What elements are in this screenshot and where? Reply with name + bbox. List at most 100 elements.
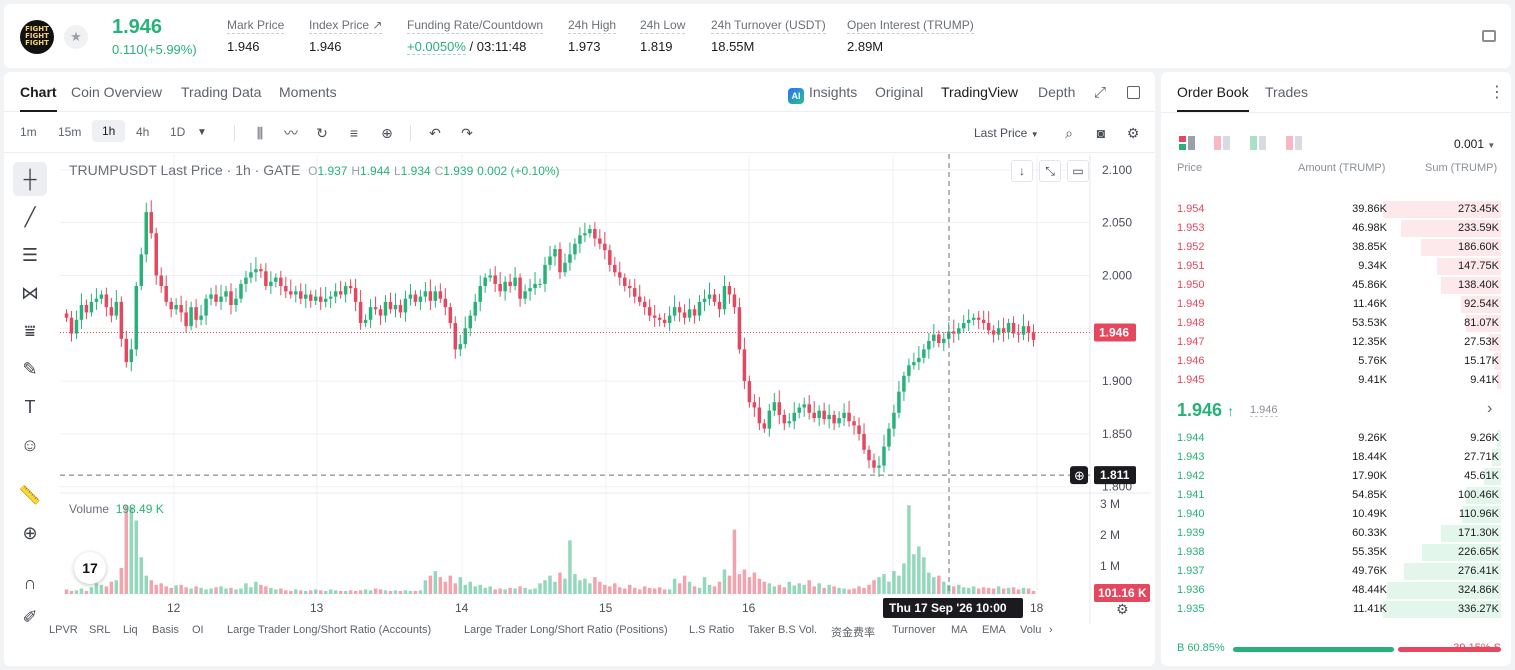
- ask-row[interactable]: 1.947 12.35K 27.53K: [1161, 333, 1511, 352]
- bid-row[interactable]: 1.937 49.76K 276.41K: [1161, 562, 1511, 581]
- tab-chart[interactable]: Chart: [20, 84, 57, 112]
- ask-row[interactable]: 1.946 5.76K 15.17K: [1161, 352, 1511, 371]
- bid-row[interactable]: 1.940 10.49K 110.96K: [1161, 505, 1511, 524]
- scroll-down-icon[interactable]: ↓: [1011, 160, 1033, 182]
- search-icon[interactable]: ⌕: [1065, 125, 1073, 141]
- ask-row[interactable]: 1.949 11.46K 92.54K: [1161, 295, 1511, 314]
- volume-bar: [583, 578, 587, 594]
- expand-icon[interactable]: ⤢: [1094, 84, 1107, 101]
- tradingview-logo[interactable]: 17: [74, 552, 106, 584]
- redo-icon[interactable]: ↷: [461, 125, 473, 141]
- book-icon[interactable]: [1482, 30, 1496, 42]
- templates-icon[interactable]: ≡: [349, 125, 359, 141]
- indicator-item[interactable]: OI: [192, 624, 204, 636]
- precision-select[interactable]: 0.001 ▼: [1454, 137, 1496, 151]
- view-asks-icon[interactable]: [1214, 136, 1230, 150]
- fib-retracement-icon[interactable]: ⩸: [24, 321, 36, 341]
- timeframe-dropdown-icon[interactable]: ▼: [197, 127, 207, 138]
- pattern-icon[interactable]: ⋈: [21, 283, 39, 303]
- crosshair-add-icon[interactable]: [1070, 466, 1088, 485]
- indicator-item[interactable]: SRL: [89, 624, 111, 636]
- add-alert-icon[interactable]: ⊕: [381, 125, 393, 141]
- collapse-icon[interactable]: ⤡: [1039, 160, 1061, 182]
- candle-body: [657, 317, 662, 320]
- bid-row[interactable]: 1.938 55.35K 226.65K: [1161, 543, 1511, 562]
- bid-row[interactable]: 1.942 17.90K 45.61K: [1161, 467, 1511, 486]
- more-options-icon[interactable]: ⋮: [1489, 84, 1505, 101]
- magnet-icon[interactable]: ∩: [23, 573, 37, 593]
- bid-row[interactable]: 1.939 60.33K 171.30K: [1161, 524, 1511, 543]
- bid-row[interactable]: 1.935 11.41K 336.27K: [1161, 600, 1511, 619]
- settings-gear-icon[interactable]: ⚙: [1126, 125, 1140, 141]
- ask-row[interactable]: 1.950 45.86K 138.40K: [1161, 276, 1511, 295]
- ask-row[interactable]: 1.953 46.98K 233.59K: [1161, 219, 1511, 238]
- price-type-select[interactable]: Last Price ▼: [974, 126, 1039, 140]
- chart-settings-icon[interactable]: ⚙: [1116, 602, 1129, 618]
- replay-icon[interactable]: ↻: [316, 125, 328, 141]
- indicator-item[interactable]: Large Trader Long/Short Ratio (Accounts): [227, 624, 432, 636]
- timeframe-1h[interactable]: 1h: [92, 120, 126, 142]
- ask-row[interactable]: 1.948 53.53K 81.07K: [1161, 314, 1511, 333]
- indicator-item[interactable]: Basis: [152, 624, 179, 636]
- chevron-right-icon[interactable]: ›: [1049, 624, 1053, 636]
- bid-row[interactable]: 1.936 48.44K 324.86K: [1161, 581, 1511, 600]
- undo-icon[interactable]: ↶: [429, 125, 441, 141]
- indicator-item[interactable]: LPVR: [49, 624, 78, 636]
- indicator-item[interactable]: EMA: [982, 624, 1006, 636]
- view-bids-icon[interactable]: [1250, 136, 1266, 150]
- timeframe-15m[interactable]: 15m: [58, 125, 82, 139]
- horizontal-lines-icon[interactable]: ☰: [21, 245, 39, 265]
- timeframe-1m[interactable]: 1m: [20, 125, 37, 139]
- chevron-right-icon[interactable]: ›: [1487, 400, 1493, 417]
- ask-row[interactable]: 1.951 9.34K 147.75K: [1161, 257, 1511, 276]
- candle-type-icon[interactable]: ⫼: [256, 125, 264, 141]
- indicator-item[interactable]: 资金费率: [831, 627, 875, 639]
- tab-order-book[interactable]: Order Book: [1177, 84, 1249, 112]
- window-icon[interactable]: [1127, 86, 1140, 99]
- indicator-item[interactable]: MA: [951, 624, 968, 636]
- indicator-item[interactable]: Large Trader Long/Short Ratio (Positions…: [464, 624, 668, 636]
- maximize-icon[interactable]: ▭: [1067, 160, 1089, 182]
- ask-row[interactable]: 1.952 38.85K 186.60K: [1161, 238, 1511, 257]
- indicator-item[interactable]: Taker B.S Vol.: [748, 624, 818, 636]
- tab-moments[interactable]: Moments: [279, 84, 337, 100]
- camera-icon[interactable]: ◙: [1096, 125, 1106, 141]
- trend-line-icon[interactable]: ╱: [24, 207, 36, 227]
- view-both-icon[interactable]: [1179, 136, 1195, 150]
- indicator-item[interactable]: Liq: [123, 624, 138, 636]
- view-tradingview[interactable]: TradingView: [941, 84, 1019, 100]
- indicator-item[interactable]: L.S Ratio: [689, 624, 735, 636]
- crosshair-icon[interactable]: ┼: [13, 162, 47, 196]
- pencil-lock-icon[interactable]: ✐: [22, 607, 38, 627]
- favorite-star-icon[interactable]: ★: [64, 25, 88, 49]
- text-tool-icon[interactable]: T: [24, 397, 36, 417]
- indicator-item[interactable]: Turnover: [892, 624, 936, 636]
- bid-row[interactable]: 1.943 18.44K 27.71K: [1161, 448, 1511, 467]
- emoji-icon[interactable]: ☺: [20, 435, 40, 455]
- bid-row[interactable]: 1.941 54.85K 100.46K: [1161, 486, 1511, 505]
- indicators-icon[interactable]: 〰: [284, 125, 298, 141]
- timeframe-4h[interactable]: 4h: [136, 125, 150, 139]
- view-depth[interactable]: Depth: [1038, 84, 1076, 100]
- view-insights[interactable]: AI Insights: [788, 84, 857, 104]
- brush-icon[interactable]: ✎: [22, 359, 38, 379]
- ask-row[interactable]: 1.954 39.86K 273.45K: [1161, 200, 1511, 219]
- stat-mark-price[interactable]: Mark Price 1.946: [227, 18, 285, 54]
- stat-24h-turnover: 24h Turnover (USDT) 18.55M: [711, 18, 826, 54]
- tab-trading-data[interactable]: Trading Data: [181, 84, 262, 100]
- volume-bar: [353, 590, 358, 594]
- ask-row[interactable]: 1.945 9.41K 9.41K: [1161, 371, 1511, 390]
- stat-funding-rate[interactable]: Funding Rate/Countdown +0.0050% / 03:11:…: [407, 18, 544, 55]
- view-original[interactable]: Original: [875, 84, 924, 100]
- zoom-in-icon[interactable]: ⊕: [22, 523, 38, 543]
- stat-index-price[interactable]: Index Price ↗ 1.946: [309, 18, 383, 54]
- timeframe-1d[interactable]: 1D: [170, 125, 186, 139]
- bid-row[interactable]: 1.944 9.26K 9.26K: [1161, 429, 1511, 448]
- view-trades-icon[interactable]: [1286, 136, 1302, 150]
- tab-trades[interactable]: Trades: [1265, 84, 1309, 100]
- indicator-item[interactable]: Volu: [1020, 624, 1042, 636]
- ruler-icon[interactable]: 📏: [18, 485, 42, 505]
- tab-coin-overview[interactable]: Coin Overview: [71, 84, 163, 100]
